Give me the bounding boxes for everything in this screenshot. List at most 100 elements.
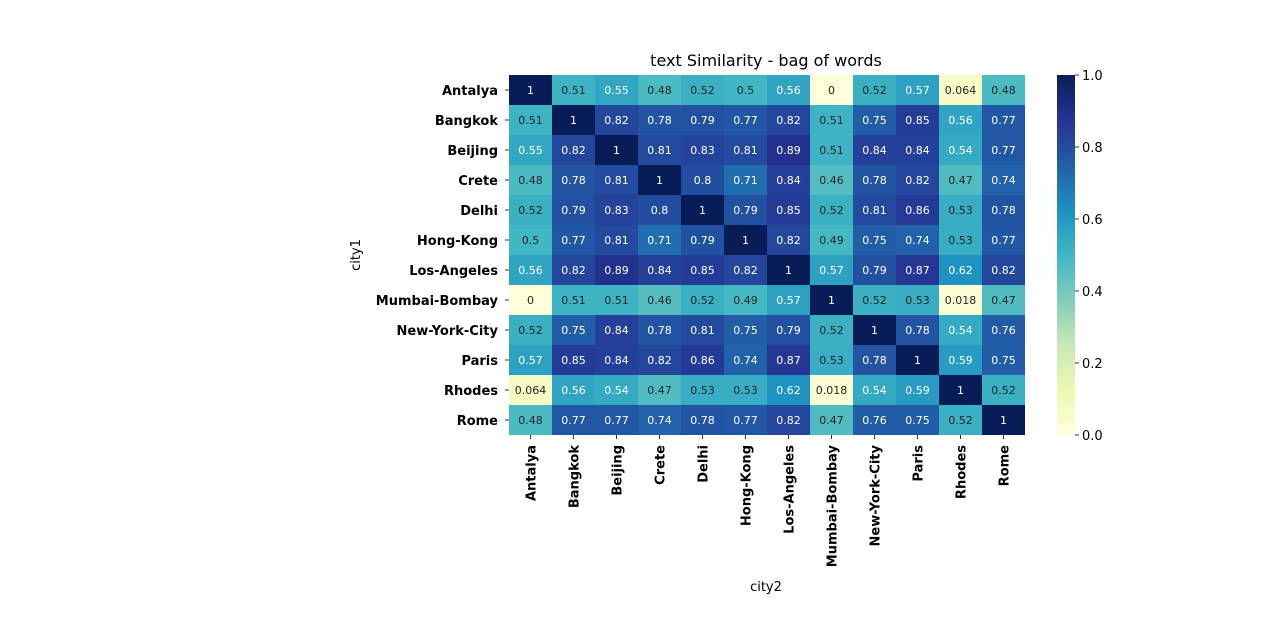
heatmap-cell [939,105,982,135]
heatmap-cell [638,165,681,195]
heatmap-cell [767,285,810,315]
cell-value-label: 0.77 [604,414,629,427]
cell-value-label: 0.77 [991,144,1016,157]
heatmap-cell [767,165,810,195]
y-tick-label: Rhodes [444,384,498,399]
cell-value-label: 0.5 [737,84,755,97]
heatmap-cell [552,225,595,255]
heatmap-cell [982,195,1025,225]
cell-value-label: 0.87 [905,264,930,277]
cell-value-label: 0.85 [690,264,715,277]
cell-value-label: 0.56 [518,264,543,277]
cell-value-label: 0.71 [647,234,672,247]
heatmap-cell [896,255,939,285]
x-tick-label: Rhodes [955,445,970,499]
cell-value-label: 0.51 [561,294,586,307]
heatmap-cell [509,255,552,285]
heatmap-cell [638,375,681,405]
cell-value-label: 0.84 [905,144,930,157]
heatmap-cell [939,255,982,285]
cell-value-label: 0.82 [776,234,801,247]
heatmap-cell [982,135,1025,165]
heatmap-cell [509,225,552,255]
cell-value-label: 0.55 [518,144,543,157]
heatmap-cell [509,75,552,105]
colorbar [1057,75,1075,435]
cell-value-label: 0.86 [690,354,715,367]
cell-value-label: 0.46 [819,174,844,187]
heatmap-cell [767,105,810,135]
x-tick-label: Hong-Kong [740,445,755,526]
cell-value-label: 0.54 [948,324,973,337]
cell-value-label: 0.87 [776,354,801,367]
cell-value-label: 0.78 [690,414,715,427]
heatmap-cell [638,345,681,375]
cell-value-label: 0.47 [991,294,1016,307]
heatmap-cell [939,165,982,195]
cell-value-label: 0.56 [948,114,973,127]
cell-value-label: 0.59 [905,384,930,397]
cell-value-label: 0.48 [518,174,543,187]
cell-value-label: 0.77 [733,114,758,127]
heatmap-cell [896,315,939,345]
x-tick-label: New-York-City [869,444,884,546]
cell-value-label: 0.89 [604,264,629,277]
cell-value-label: 0.82 [561,264,586,277]
heatmap-cell [681,225,724,255]
heatmap-cell [681,315,724,345]
heatmap-cell [939,75,982,105]
cell-value-label: 0.75 [862,234,887,247]
cell-value-label: 0.51 [518,114,543,127]
heatmap-cell [509,345,552,375]
heatmap-cell [595,285,638,315]
heatmap-cell [939,285,982,315]
cell-value-label: 0.78 [647,324,672,337]
heatmap-cell [767,345,810,375]
cell-value-label: 0.78 [862,174,887,187]
heatmap-cell [853,105,896,135]
cell-value-label: 0.47 [948,174,973,187]
cell-value-label: 0.82 [905,174,930,187]
cell-value-label: 0.55 [604,84,629,97]
cell-value-label: 0.79 [862,264,887,277]
heatmap-cell [681,255,724,285]
cell-value-label: 0.56 [561,384,586,397]
heatmap-cell [552,135,595,165]
heatmap-cell [982,255,1025,285]
heatmap-cell [939,315,982,345]
cell-value-label: 0.52 [948,414,973,427]
heatmap-cell [896,375,939,405]
heatmap-cell [853,225,896,255]
heatmap-cell [810,105,853,135]
cell-value-label: 0.75 [733,324,758,337]
heatmap-cell [552,345,595,375]
cell-value-label: 0.78 [991,204,1016,217]
cell-value-label: 0.48 [991,84,1016,97]
cell-value-label: 0.82 [776,114,801,127]
cell-value-label: 0.84 [604,324,629,337]
heatmap-cell [724,405,767,435]
cell-value-label: 0.53 [905,294,930,307]
heatmap-cell [638,405,681,435]
heatmap-cell [638,255,681,285]
cell-value-label: 0.52 [862,84,887,97]
cell-value-label: 0.82 [733,264,758,277]
cell-value-label: 0.82 [991,264,1016,277]
cell-value-label: 0.064 [515,384,547,397]
heatmap-cell [810,195,853,225]
x-tick-label: Los-Angeles [783,445,798,534]
cell-value-label: 0.79 [690,114,715,127]
heatmap-cell [896,195,939,225]
heatmap-cells: 1 0.51 0.55 0.48 0.52 0.5 0.56 0 0.52 0.57 0.064 0.… [509,75,1025,435]
heatmap-cell [724,225,767,255]
y-tick-label: Hong-Kong [417,234,498,249]
x-axis-title: city2 [750,580,782,595]
heatmap-cell [982,285,1025,315]
cell-value-label: 0.82 [776,414,801,427]
heatmap-cell [767,405,810,435]
cell-value-label: 0.52 [690,294,715,307]
colorbar-tick-label: 0.8 [1082,141,1103,156]
cell-value-label: 0.5 [522,234,540,247]
x-tick-label: Antalya [525,445,540,501]
heatmap-cell [982,315,1025,345]
